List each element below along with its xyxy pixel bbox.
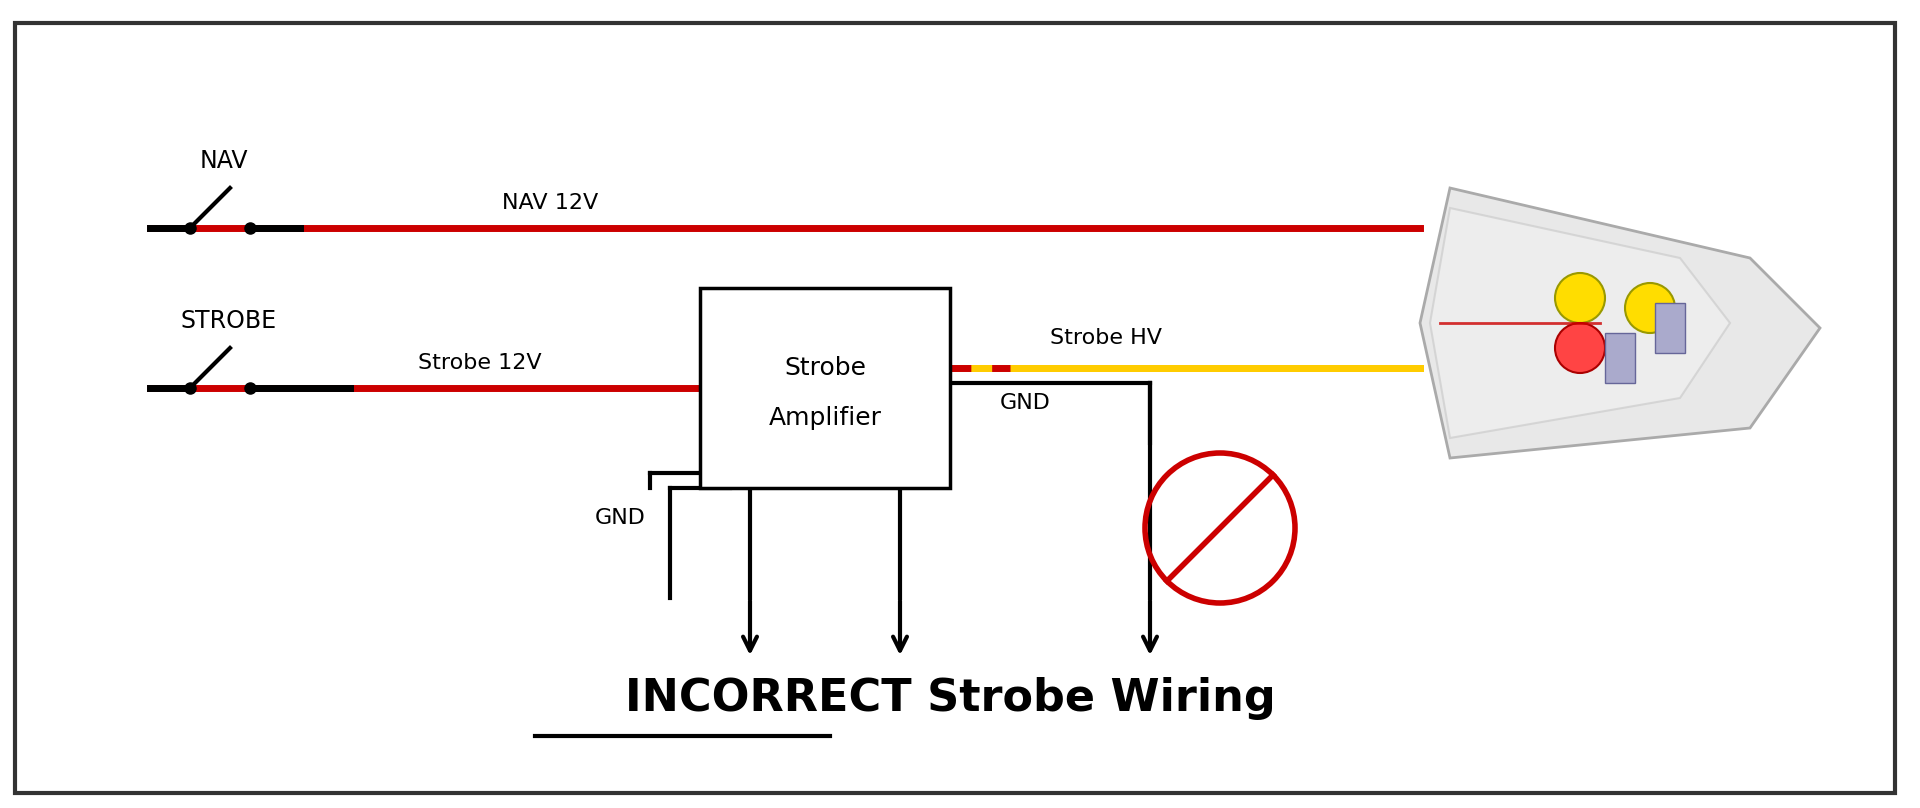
Text: NAV 12V: NAV 12V bbox=[501, 193, 599, 213]
Text: Strobe: Strobe bbox=[783, 356, 866, 380]
Text: Strobe 12V: Strobe 12V bbox=[419, 353, 541, 373]
Polygon shape bbox=[1421, 188, 1820, 458]
Text: INCORRECT Strobe Wiring: INCORRECT Strobe Wiring bbox=[624, 676, 1275, 719]
Bar bbox=[1655, 303, 1686, 353]
Circle shape bbox=[1624, 283, 1674, 333]
Text: NAV: NAV bbox=[200, 149, 248, 173]
Circle shape bbox=[1555, 323, 1605, 373]
Text: Strobe HV: Strobe HV bbox=[1050, 328, 1162, 348]
Text: GND: GND bbox=[595, 508, 645, 528]
Text: Amplifier: Amplifier bbox=[768, 406, 881, 430]
Circle shape bbox=[1555, 273, 1605, 323]
Bar bbox=[701, 288, 950, 488]
Bar bbox=[1605, 333, 1636, 383]
Text: STROBE: STROBE bbox=[180, 309, 276, 333]
Text: GND: GND bbox=[1000, 393, 1050, 413]
Polygon shape bbox=[1430, 208, 1730, 438]
